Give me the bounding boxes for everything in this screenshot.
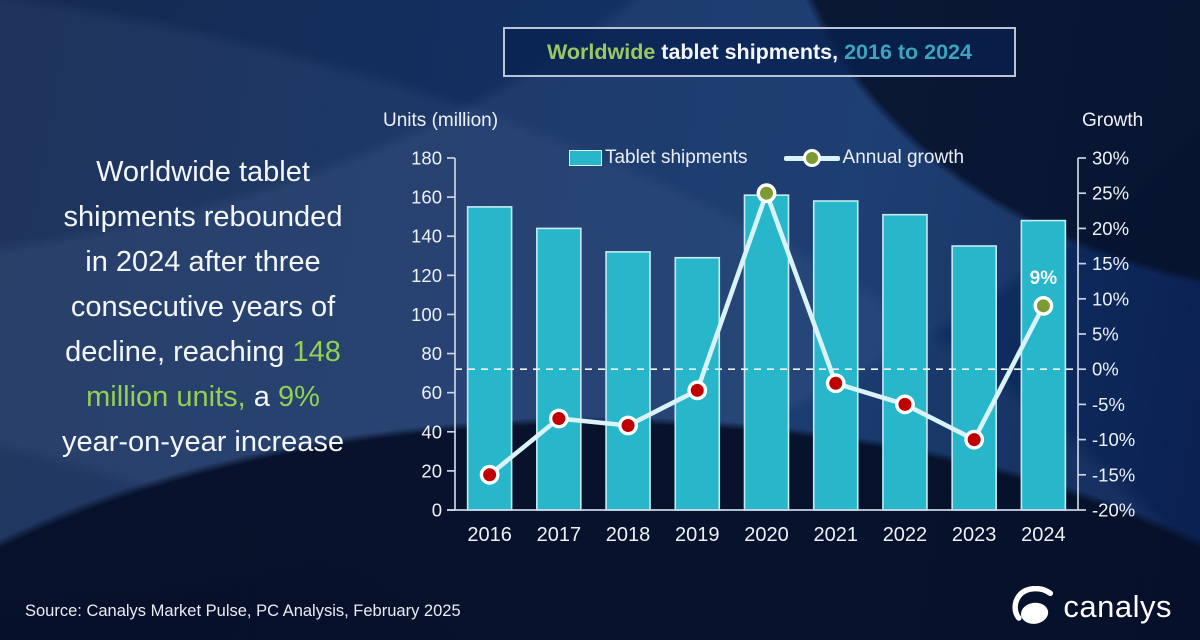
svg-text:-5%: -5%: [1092, 394, 1125, 415]
svg-text:2016: 2016: [467, 524, 512, 546]
left-axis-ticks: 180 160 140 120 100 80 60 40 20 0: [411, 148, 455, 521]
title-part-worldwide: Worldwide: [547, 39, 656, 64]
growth-marker-2023: [964, 429, 985, 450]
canalys-logo-icon: [1012, 586, 1054, 624]
svg-text:-20%: -20%: [1092, 500, 1135, 521]
svg-text:-10%: -10%: [1092, 429, 1135, 450]
growth-annotation-2024: 9%: [1030, 268, 1058, 289]
growth-marker-2018: [618, 415, 638, 436]
summary-line: consecutive years of: [70, 291, 336, 323]
svg-text:20: 20: [421, 460, 442, 481]
legend-item-annual-growth: Annual growth: [783, 147, 965, 169]
svg-text:160: 160: [411, 187, 442, 208]
svg-text:2017: 2017: [537, 524, 582, 546]
bar-2018: [605, 251, 651, 511]
summary-line: shipments rebounded: [63, 201, 343, 233]
svg-text:2023: 2023: [952, 524, 997, 546]
svg-text:30%: 30%: [1092, 148, 1129, 169]
summary-text: Worldwide tablet shipments rebounded in 20…: [8, 150, 398, 465]
growth-markers-group: [479, 183, 1054, 485]
summary-line: million units, a 9%: [86, 381, 320, 413]
source-text: Source: Canalys Market Pulse, PC Analysi…: [25, 602, 461, 620]
right-axis-title: Growth: [1082, 110, 1144, 131]
svg-text:25%: 25%: [1092, 183, 1129, 204]
combo-chart-canvas: 180 160 140 120 100 80 60 40 20 0 30% 25% 20% 15% 10% 5…: [411, 148, 1135, 547]
right-axis-ticks: 30% 25% 20% 15% 10% 5% 0% -5% -10% -15% -20%: [1078, 148, 1135, 521]
summary-line: in 2024 after three: [85, 246, 321, 278]
svg-text:-15%: -15%: [1092, 464, 1135, 485]
svg-text:2018: 2018: [606, 524, 651, 546]
svg-text:20%: 20%: [1092, 218, 1129, 239]
growth-marker-2022: [895, 394, 915, 415]
svg-text:180: 180: [411, 148, 442, 169]
canalys-logo-text: canalys: [1063, 589, 1172, 624]
svg-text:40: 40: [421, 421, 442, 442]
svg-text:2021: 2021: [813, 524, 858, 546]
growth-marker-2019: [687, 380, 708, 401]
svg-text:60: 60: [421, 382, 442, 403]
svg-text:0: 0: [432, 500, 442, 521]
summary-line: Worldwide tablet: [96, 156, 310, 188]
chart-legend: Tablet shipments Annual growth: [455, 147, 1078, 169]
left-axis-title: Units (million): [383, 110, 499, 131]
summary-line: decline, reaching 148: [65, 336, 341, 368]
title-part-years: 2016 to 2024: [844, 39, 972, 64]
line-series-marker-icon: [783, 148, 840, 168]
svg-text:140: 140: [411, 226, 442, 247]
svg-text:15%: 15%: [1092, 253, 1129, 274]
svg-text:5%: 5%: [1092, 324, 1119, 345]
svg-text:2020: 2020: [744, 524, 789, 546]
legend-label-tablet-shipments: Tablet shipments: [604, 147, 748, 168]
growth-marker-2021: [825, 373, 846, 394]
svg-text:80: 80: [421, 343, 442, 364]
growth-marker-2017: [548, 408, 569, 429]
bar-2021: [812, 200, 859, 511]
chart-title: Worldwide tablet shipments, 2016 to 2024: [503, 27, 1016, 77]
growth-marker-2024: [1033, 295, 1054, 316]
canalys-logo: canalys: [1012, 586, 1172, 628]
bar-series-swatch-icon: [568, 150, 602, 166]
svg-text:2019: 2019: [675, 524, 720, 546]
svg-text:10%: 10%: [1092, 288, 1129, 309]
growth-marker-2020: [756, 183, 777, 204]
bar-2023: [951, 245, 997, 511]
bars-group: [466, 194, 1067, 511]
svg-text:2022: 2022: [883, 524, 928, 546]
svg-text:0%: 0%: [1092, 359, 1119, 380]
svg-text:120: 120: [411, 265, 442, 286]
legend-item-tablet-shipments: Tablet shipments: [568, 147, 748, 169]
bar-2024: [1020, 219, 1067, 511]
category-labels: 2016 2017 2018 2019 2020 2021 2022 2023 2024: [467, 524, 1065, 546]
legend-label-annual-growth: Annual growth: [842, 147, 965, 168]
summary-line: year-on-year increase: [61, 426, 345, 458]
svg-text:100: 100: [411, 304, 442, 325]
bar-2020: [743, 194, 790, 511]
title-part-subject: tablet shipments,: [655, 39, 845, 64]
bar-2022: [882, 213, 928, 511]
svg-text:2024: 2024: [1021, 524, 1066, 546]
growth-marker-2016: [479, 464, 500, 485]
